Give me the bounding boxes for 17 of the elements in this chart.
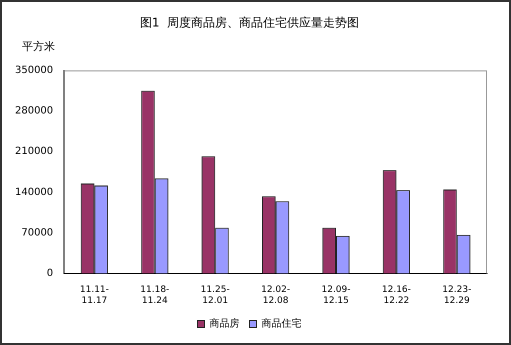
legend-label: 商品房 xyxy=(210,318,240,330)
x-tick-label: 12.16- 12.22 xyxy=(382,285,411,306)
y-tick-label: 210000 xyxy=(14,146,54,158)
y-tick-label: 280000 xyxy=(14,106,54,117)
x-tick-label: 11.25- 12.01 xyxy=(200,285,230,306)
x-tick-label: 12.02- 12.08 xyxy=(261,285,290,306)
y-tick-label: 140000 xyxy=(14,186,54,198)
legend-label: 商品住宅 xyxy=(262,318,302,330)
y-axis-title: 平方米 xyxy=(22,40,55,53)
chart-title: 图1 周度商品房、商品住宅供应量走势图 xyxy=(140,15,360,30)
y-tick-label: 0 xyxy=(46,268,54,279)
y-tick-label: 70000 xyxy=(21,227,54,238)
y-tick-label: 350000 xyxy=(14,64,54,76)
x-tick-label: 12.23- 12.29 xyxy=(442,285,472,306)
x-tick-label: 11.18- 11.24 xyxy=(140,285,170,306)
x-tick-label: 12.09- 12.15 xyxy=(321,285,350,306)
x-tick-label: 11.11- 11.17 xyxy=(80,285,109,306)
